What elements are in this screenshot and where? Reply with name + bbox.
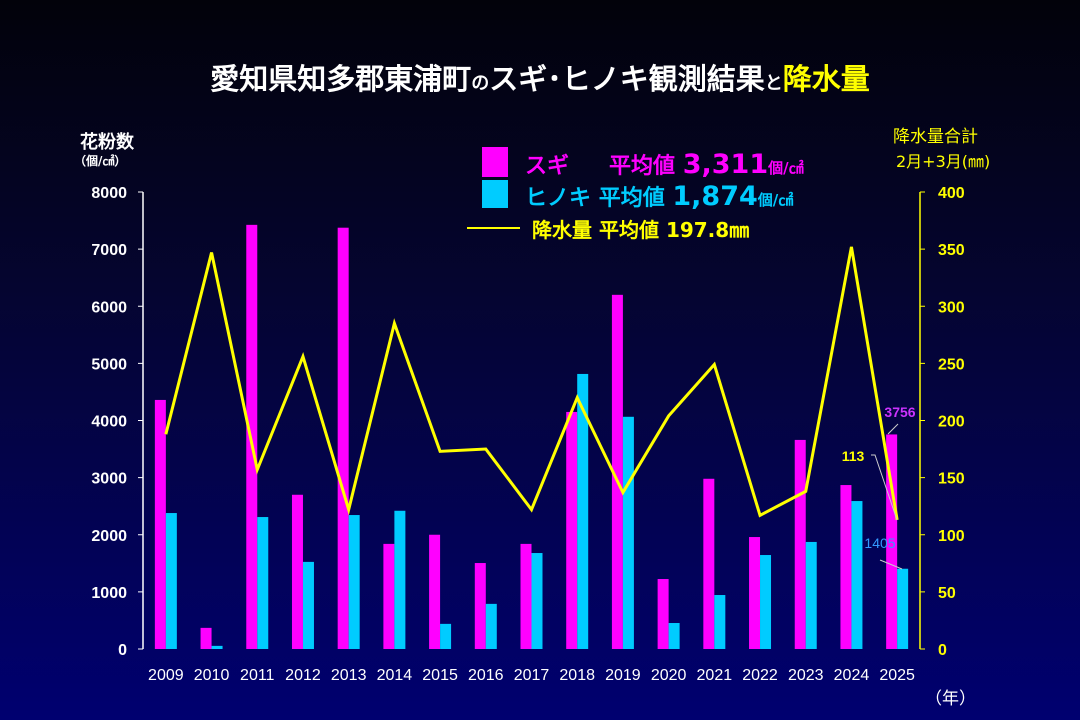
x-tick-label: 2021 — [697, 667, 733, 684]
annotation-hinoki: 1405 — [864, 535, 895, 551]
sugi-bar — [520, 543, 532, 649]
hinoki-bar — [257, 517, 269, 649]
hinoki-bar — [440, 623, 452, 649]
right-tick-label: 200 — [938, 414, 965, 431]
left-tick-label: 2000 — [91, 528, 127, 545]
x-tick-label: 2016 — [468, 667, 504, 684]
right-tick-label: 250 — [938, 356, 965, 373]
legend-rain-line — [467, 227, 520, 229]
x-tick-label: 2023 — [788, 667, 824, 684]
sugi-bar — [657, 579, 669, 649]
x-tick-label: 2022 — [742, 667, 778, 684]
rain-line — [164, 246, 899, 521]
right-axis-unit: 2月+3月(㎜) — [896, 152, 991, 171]
chart-title: 愛知県知多郡東浦町のスギ･ヒノキ観測結果と降水量 — [210, 62, 870, 96]
sugi-bar — [383, 543, 395, 649]
sugi-bar — [474, 563, 486, 649]
annotation-leader — [887, 423, 899, 435]
x-tick-label: 2024 — [834, 667, 870, 684]
annotation-rain: 113 — [842, 448, 865, 464]
left-tick-label: 5000 — [91, 356, 127, 373]
right-tick-label: 400 — [938, 185, 965, 202]
annotation-leader — [871, 454, 898, 521]
hinoki-bar — [165, 513, 177, 649]
x-tick-label: 2025 — [879, 667, 915, 684]
sugi-bar — [337, 227, 349, 649]
x-tick-label: 2009 — [148, 667, 184, 684]
sugi-bar — [794, 439, 806, 649]
x-tick-label: 2020 — [651, 667, 687, 684]
hinoki-bar — [714, 595, 726, 649]
hinoki-bar — [302, 561, 314, 649]
x-tick-label: 2013 — [331, 667, 367, 684]
x-tick-label: 2014 — [377, 667, 413, 684]
hinoki-bar — [485, 603, 497, 649]
left-tick-label: 0 — [118, 642, 127, 659]
annotation-leader — [879, 559, 903, 570]
hinoki-bar — [211, 645, 223, 649]
x-tick-label: 2012 — [285, 667, 321, 684]
hinoki-bar — [760, 555, 772, 649]
sugi-bar — [749, 537, 761, 649]
right-tick-label: 350 — [938, 242, 965, 259]
hinoki-bar — [805, 541, 817, 649]
x-tick-label: 2015 — [422, 667, 458, 684]
x-tick-label: 2018 — [559, 667, 595, 684]
x-tick-label: 2019 — [605, 667, 641, 684]
sugi-bar — [291, 494, 303, 649]
hinoki-bar — [851, 501, 863, 649]
left-tick-label: 6000 — [91, 299, 127, 316]
legend-hinoki-swatch — [482, 180, 508, 208]
left-tick-label: 1000 — [91, 585, 127, 602]
right-tick-label: 150 — [938, 471, 965, 488]
sugi-bar — [886, 434, 898, 649]
right-axis-label: 降水量合計 — [893, 127, 978, 147]
legend-rain: 降水量 平均値 197.8㎜ — [532, 218, 750, 242]
left-tick-label: 8000 — [91, 185, 127, 202]
hinoki-bar — [531, 553, 543, 649]
x-tick-label: 2010 — [194, 667, 230, 684]
right-tick-label: 50 — [938, 585, 956, 602]
hinoki-bar — [622, 416, 634, 649]
legend-sugi-swatch — [482, 147, 508, 177]
annotation-sugi: 3756 — [884, 404, 915, 420]
hinoki-bar — [577, 373, 589, 649]
legend-sugi: スギ 平均値 3,311個/㎠ — [525, 149, 804, 180]
left-tick-label: 3000 — [91, 471, 127, 488]
x-tick-label: 2011 — [240, 667, 275, 684]
left-axis-unit: （個/㎠） — [74, 154, 127, 168]
sugi-bar — [200, 627, 212, 649]
left-tick-label: 4000 — [91, 414, 127, 431]
right-tick-label: 100 — [938, 528, 965, 545]
legend-hinoki: ヒノキ 平均値 1,874個/㎠ — [525, 181, 794, 212]
left-tick-label: 7000 — [91, 242, 127, 259]
right-tick-label: 300 — [938, 299, 965, 316]
sugi-bar — [703, 478, 715, 649]
sugi-bar — [611, 294, 623, 649]
hinoki-bar — [897, 568, 909, 649]
sugi-bar — [154, 399, 166, 649]
hinoki-bar — [668, 623, 680, 649]
right-tick-label: 0 — [938, 642, 947, 659]
hinoki-bar — [394, 510, 406, 649]
left-axis-label: 花粉数 — [80, 132, 134, 153]
sugi-bar — [566, 411, 578, 649]
x-tick-label: 2017 — [514, 667, 550, 684]
sugi-bar — [429, 534, 441, 649]
sugi-bar — [840, 485, 852, 649]
hinoki-bar — [348, 515, 360, 649]
x-axis-unit: （年） — [925, 689, 976, 709]
